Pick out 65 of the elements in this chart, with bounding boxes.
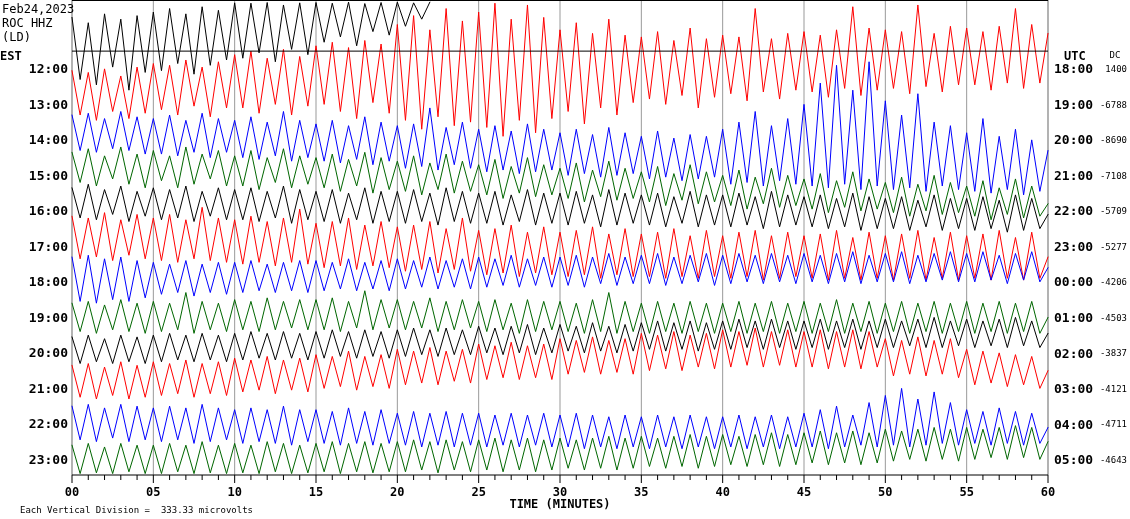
y-tick-label: 23:00	[28, 451, 69, 467]
text: -5277	[1099, 241, 1127, 252]
y2-tick-label: 02:00	[1054, 345, 1094, 361]
text: 1400	[1105, 64, 1127, 75]
line-series	[71, 61, 1049, 196]
y2-tick-label: 04:00	[1054, 416, 1094, 432]
x-tick-label: 50	[878, 485, 893, 499]
x-tick-label: 55	[959, 485, 974, 499]
text: -4206	[1099, 277, 1127, 288]
line-series	[71, 183, 1049, 233]
y-tick-label: 13:00	[28, 96, 69, 112]
text: -6788	[1099, 99, 1127, 110]
x-tick-label: 15	[308, 485, 324, 499]
text: -8690	[1099, 135, 1127, 146]
x-tick-label: 30	[552, 485, 568, 499]
chart-title: Feb24,2023	[2, 2, 75, 16]
x-tick-label: 00	[64, 485, 80, 499]
x-tick-label: 60	[1040, 485, 1056, 499]
text: Each Vertical Division = 333.33 microvolts	[20, 505, 253, 515]
y-tick-label: 22:00	[28, 416, 69, 432]
y-tick-label: 12:00	[28, 61, 69, 77]
y2-axis-title: UTC	[1064, 49, 1086, 63]
line-series	[71, 316, 1049, 365]
x-tick-label: 45	[796, 485, 812, 499]
text: -7108	[1099, 170, 1127, 181]
text: -5709	[1099, 206, 1127, 217]
y2-tick-label: 23:00	[1054, 238, 1094, 254]
y-tick-label: 20:00	[28, 345, 69, 361]
y-axis-title: EST	[0, 49, 22, 63]
y2-tick-label: 18:00	[1054, 61, 1094, 77]
line-series	[71, 146, 1049, 221]
y2-tick-label: 22:00	[1054, 203, 1094, 219]
y2-tick-label: 00:00	[1054, 274, 1094, 290]
y2-tick-label: 03:00	[1054, 381, 1094, 397]
x-tick-label: 35	[634, 485, 649, 499]
y-tick-label: 17:00	[28, 238, 69, 254]
line-series	[71, 327, 1049, 400]
text: -4643	[1099, 454, 1127, 465]
x-tick-label: 25	[471, 485, 486, 499]
y-tick-label: 18:00	[28, 274, 69, 290]
y-tick-label: 19:00	[28, 309, 69, 325]
y3-axis-title: DC	[1109, 50, 1121, 60]
y2-tick-label: 05:00	[1054, 452, 1094, 468]
y2-tick-label: 21:00	[1054, 167, 1094, 183]
text: -4503	[1099, 312, 1127, 323]
y-tick-label: 15:00	[28, 167, 69, 183]
x-tick-label: 05	[146, 485, 161, 499]
line-series	[71, 387, 1049, 450]
y2-tick-label: 19:00	[1054, 96, 1094, 112]
text: -3837	[1099, 348, 1127, 359]
text: -4121	[1099, 383, 1127, 394]
x-tick-label: 10	[227, 485, 242, 499]
text: ROC HHZ (LD)	[2, 16, 53, 44]
y-tick-label: 21:00	[28, 380, 69, 396]
x-axis-title: TIME (MINUTES)	[509, 497, 611, 511]
line-series	[71, 206, 1049, 281]
line-series	[71, 290, 1049, 334]
y-tick-label: 16:00	[28, 203, 69, 219]
x-tick-label: 40	[715, 485, 730, 499]
line-series	[71, 251, 1049, 304]
y2-tick-label: 01:00	[1054, 310, 1094, 326]
y2-tick-label: 20:00	[1054, 132, 1094, 148]
text: -4711	[1099, 419, 1127, 430]
x-tick-label: 20	[390, 485, 405, 499]
y-tick-label: 14:00	[28, 132, 69, 148]
